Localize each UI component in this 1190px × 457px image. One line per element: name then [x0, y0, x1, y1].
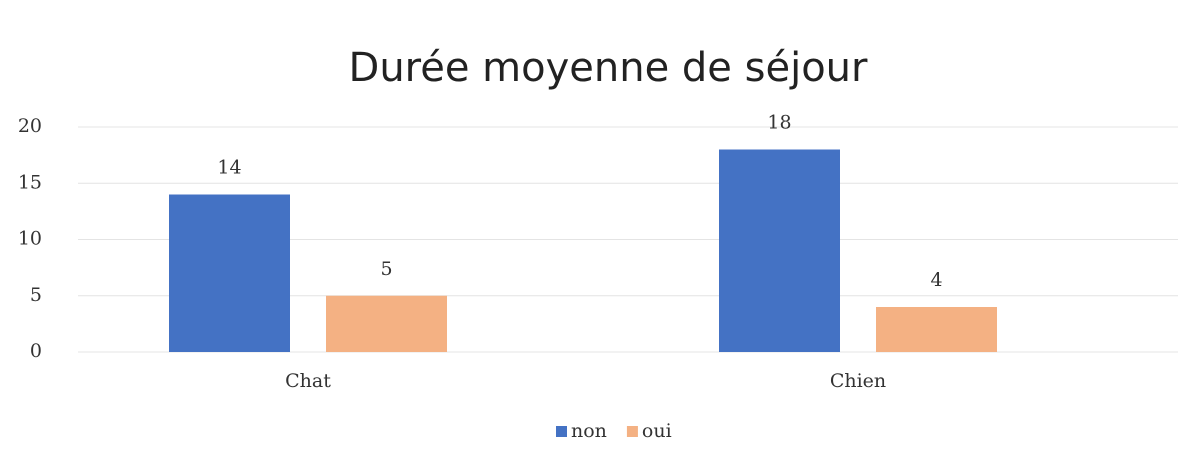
bar — [169, 194, 290, 352]
y-tick-label: 0 — [30, 340, 42, 362]
chart-title: Durée moyenne de séjour — [349, 45, 869, 91]
data-label: 14 — [217, 157, 241, 179]
legend-label: non — [571, 420, 607, 442]
legend-swatch — [556, 426, 567, 437]
legend-swatch — [626, 426, 638, 437]
y-tick-label: 10 — [18, 228, 42, 250]
data-label: 5 — [380, 258, 392, 280]
y-tick-label: 5 — [30, 284, 42, 306]
x-tick-label: Chat — [285, 370, 331, 392]
legend-label: oui — [642, 420, 672, 442]
x-tick-label: Chien — [830, 370, 886, 392]
bar — [876, 307, 997, 352]
y-tick-label: 20 — [18, 115, 42, 137]
data-label: 4 — [930, 269, 942, 291]
bar — [719, 149, 840, 352]
y-tick-label: 15 — [18, 171, 42, 193]
data-label: 18 — [767, 112, 791, 134]
bar — [326, 295, 447, 352]
